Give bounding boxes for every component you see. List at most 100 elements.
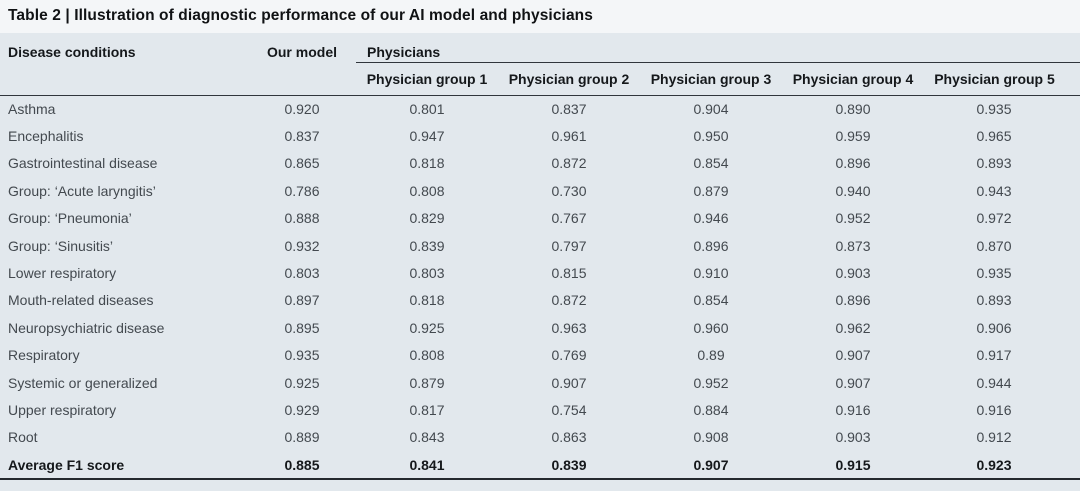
physician-group-5-value: 0.912: [976, 429, 1012, 446]
physician-group-2-value: 0.961: [551, 128, 587, 145]
physician-group-3-value: 0.879: [693, 182, 729, 199]
average-physician-group-2: 0.839: [498, 451, 640, 481]
physician-group-3-value: 0.910: [693, 265, 729, 282]
physician-group-5-value: 0.916: [976, 401, 1012, 418]
physician-group-3-value: 0.908: [693, 429, 729, 446]
physician-group-4-value: 0.962: [835, 319, 871, 336]
table-row: Group: ‘Pneumonia’ 0.888 0.829 0.767 0.946 0.…: [0, 205, 1080, 232]
physician-group-5-value: 0.870: [976, 237, 1012, 254]
physician-group-2-value: 0.815: [551, 265, 587, 282]
diagnostic-performance-table: Disease conditions Our model Physicians …: [0, 33, 1080, 481]
table-row: Mouth-related diseases 0.897 0.818 0.872 0.8…: [0, 287, 1080, 314]
disease-condition-label: Root: [8, 429, 38, 446]
disease-condition-label: Group: ‘Sinusitis’: [8, 237, 114, 254]
table-row: Root 0.889 0.843 0.863 0.908 0.903 0.912: [0, 424, 1080, 451]
our-model-value: 0.786: [284, 182, 320, 199]
physician-group-5-value: 0.944: [976, 374, 1012, 391]
table-row: Group: ‘Acute laryngitis’ 0.786 0.808 0.730…: [0, 177, 1080, 204]
average-physician-group-4: 0.915: [782, 451, 924, 481]
physician-group-1-value: 0.818: [409, 292, 445, 309]
average-our-model: 0.885: [248, 451, 356, 481]
average-physician-group-5: 0.923: [924, 451, 1080, 481]
physician-group-4-value: 0.896: [835, 155, 871, 172]
our-model-value: 0.929: [284, 401, 320, 418]
table-row: Gastrointestinal disease 0.865 0.818 0.872 0…: [0, 150, 1080, 177]
table-row: Respiratory 0.935 0.808 0.769 0.89 0.907 0.917: [0, 342, 1080, 369]
header-row-top: Disease conditions Our model Physicians: [0, 33, 1080, 96]
physician-group-3-value: 0.952: [693, 374, 729, 391]
our-model-value: 0.889: [284, 429, 320, 446]
table-title: Table 2 | Illustration of diagnostic per…: [0, 0, 1080, 33]
physician-group-5-value: 0.917: [976, 347, 1012, 364]
physician-group-5-value: 0.943: [976, 182, 1012, 199]
physician-group-4-value: 0.903: [835, 429, 871, 446]
our-model-value: 0.897: [284, 292, 320, 309]
physician-group-4-value: 0.916: [835, 401, 871, 418]
header-physician-group-2: Physician group 2: [498, 62, 640, 96]
table-row: Lower respiratory 0.803 0.803 0.815 0.910 0.9…: [0, 259, 1080, 286]
physician-group-1-value: 0.818: [409, 155, 445, 172]
physician-group-2-value: 0.872: [551, 292, 587, 309]
header-physician-group-1: Physician group 1: [356, 62, 498, 96]
physician-group-5-value: 0.972: [976, 210, 1012, 227]
physician-group-1-value: 0.803: [409, 265, 445, 282]
header-disease-conditions: Disease conditions: [0, 33, 248, 96]
physician-group-1-value: 0.829: [409, 210, 445, 227]
physician-group-2-value: 0.872: [551, 155, 587, 172]
average-physician-group-1: 0.841: [356, 451, 498, 481]
disease-condition-label: Group: ‘Pneumonia’: [8, 210, 132, 227]
physician-group-5-value: 0.906: [976, 319, 1012, 336]
table-row: Neuropsychiatric disease 0.895 0.925 0.963 0…: [0, 314, 1080, 341]
header-our-model: Our model: [248, 33, 356, 96]
table-row: Asthma 0.920 0.801 0.837 0.904 0.890 0.935: [0, 95, 1080, 122]
physician-group-3-value: 0.904: [693, 100, 729, 117]
physician-group-1-value: 0.925: [409, 319, 445, 336]
physician-group-1-value: 0.808: [409, 182, 445, 199]
physician-group-3-value: 0.896: [693, 237, 729, 254]
disease-condition-label: Upper respiratory: [8, 401, 117, 418]
physician-group-3-value: 0.946: [693, 210, 729, 227]
physician-group-5-value: 0.935: [976, 100, 1012, 117]
physician-group-4-value: 0.896: [835, 292, 871, 309]
table-header: Disease conditions Our model Physicians …: [0, 33, 1080, 96]
physician-group-2-value: 0.730: [551, 182, 587, 199]
physician-group-3-value: 0.854: [693, 155, 729, 172]
physician-group-5-value: 0.893: [976, 155, 1012, 172]
disease-condition-label: Asthma: [8, 100, 56, 117]
header-row-groups: Physician group 1 Physician group 2 Phys…: [0, 62, 1080, 96]
table-row: Encephalitis 0.837 0.947 0.961 0.950 0.959 0.9…: [0, 122, 1080, 149]
table-row: Systemic or generalized 0.925 0.879 0.907 0.…: [0, 369, 1080, 396]
physician-group-5-value: 0.893: [976, 292, 1012, 309]
physician-group-2-value: 0.767: [551, 210, 587, 227]
physician-group-4-value: 0.940: [835, 182, 871, 199]
disease-condition-label: Lower respiratory: [8, 265, 117, 282]
physician-group-2-value: 0.863: [551, 429, 587, 446]
physician-group-2-value: 0.754: [551, 401, 587, 418]
header-physician-group-5: Physician group 5: [924, 62, 1080, 96]
our-model-value: 0.932: [284, 237, 320, 254]
physician-group-4-value: 0.907: [835, 374, 871, 391]
physician-group-4-value: 0.959: [835, 128, 871, 145]
our-model-value: 0.925: [284, 374, 320, 391]
physician-group-1-value: 0.808: [409, 347, 445, 364]
disease-condition-label: Systemic or generalized: [8, 374, 158, 391]
table-footer: Average F1 score 0.885 0.841 0.839 0.907…: [0, 451, 1080, 481]
table-body: Asthma 0.920 0.801 0.837 0.904 0.890 0.935 Ence…: [0, 95, 1080, 451]
physician-group-2-value: 0.837: [551, 100, 587, 117]
table-title-text: Table 2 | Illustration of diagnostic per…: [8, 7, 593, 24]
physician-group-4-value: 0.907: [835, 347, 871, 364]
physician-group-4-value: 0.873: [835, 237, 871, 254]
physician-group-4-value: 0.903: [835, 265, 871, 282]
average-row: Average F1 score 0.885 0.841 0.839 0.907…: [0, 451, 1080, 481]
physician-group-5-value: 0.965: [976, 128, 1012, 145]
physician-group-1-value: 0.801: [409, 100, 445, 117]
average-physician-group-3: 0.907: [640, 451, 782, 481]
physician-group-1-value: 0.843: [409, 429, 445, 446]
physician-group-2-value: 0.797: [551, 237, 587, 254]
disease-condition-label: Mouth-related diseases: [8, 292, 154, 309]
disease-condition-label: Neuropsychiatric disease: [8, 319, 165, 336]
header-physicians: Physicians: [356, 33, 1080, 63]
our-model-value: 0.865: [284, 155, 320, 172]
disease-condition-label: Respiratory: [8, 347, 80, 364]
